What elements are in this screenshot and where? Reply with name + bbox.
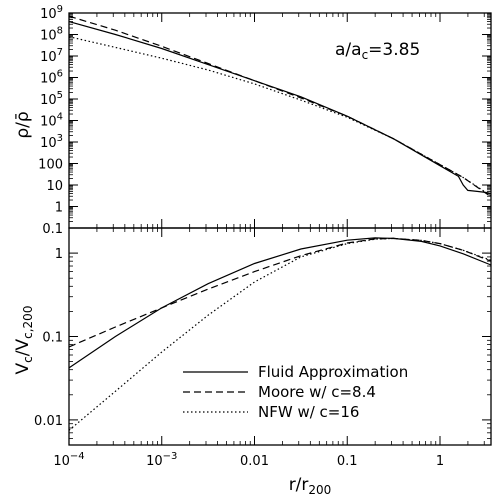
velocity-series bbox=[68, 237, 492, 431]
density-series-line bbox=[68, 36, 492, 197]
x-tick-label: 0.01 bbox=[240, 454, 269, 469]
velocity-y-tick-label: 0.1 bbox=[42, 331, 63, 346]
x-tick-label: 1 bbox=[436, 454, 444, 469]
legend-entry-label: NFW w/ c=16 bbox=[258, 403, 359, 421]
velocity-y-tick-label: 0.01 bbox=[34, 414, 63, 429]
velocity-ticks: 1 0.1 0.01 10−4 10−3 0.01 0.1 1 bbox=[34, 227, 491, 469]
legend: Fluid Approximation Moore w/ c=8.4 NFW w/ … bbox=[183, 363, 408, 421]
density-y-tick-label: 103 bbox=[40, 133, 63, 151]
density-y-tick-label: 104 bbox=[40, 112, 63, 130]
legend-entry-label: Moore w/ c=8.4 bbox=[258, 383, 376, 401]
density-y-tick-label: 105 bbox=[40, 90, 63, 108]
density-y-tick-label: 100 bbox=[38, 158, 63, 173]
velocity-y-axis-label: Vc/Vc,200 bbox=[13, 306, 35, 375]
density-y-tick-label: 0.1 bbox=[42, 222, 63, 237]
x-tick-label: 0.1 bbox=[337, 454, 358, 469]
density-y-ticks: 109 108 107 106 105 104 103 100 10 1 0.1 bbox=[38, 4, 491, 237]
density-y-axis-label: ρ/ρ̄ bbox=[13, 111, 33, 138]
density-y-tick-label: 109 bbox=[40, 4, 63, 22]
density-y-tick-label: 1 bbox=[55, 201, 63, 216]
density-series-line bbox=[68, 15, 492, 198]
expansion-factor-annotation: a/ac=3.85 bbox=[335, 40, 420, 62]
density-y-tick-label: 108 bbox=[40, 26, 63, 44]
x-axis-label: r/r200 bbox=[289, 475, 332, 497]
velocity-panel: 1 0.1 0.01 10−4 10−3 0.01 0.1 1 Fluid Approxima… bbox=[13, 227, 492, 497]
legend-entry-label: Fluid Approximation bbox=[258, 363, 408, 381]
density-series bbox=[68, 15, 492, 198]
density-y-tick-label: 10 bbox=[46, 179, 63, 194]
velocity-series-line bbox=[68, 237, 492, 431]
density-panel: 109 108 107 106 105 104 103 100 10 1 0.1 a/ac=3.85… bbox=[13, 4, 492, 237]
velocity-y-tick-label: 1 bbox=[55, 247, 63, 262]
x-tick-label: 10−4 bbox=[53, 451, 84, 469]
density-y-tick-label: 106 bbox=[40, 69, 63, 87]
density-y-tick-label: 107 bbox=[40, 47, 63, 65]
x-tick-label: 10−3 bbox=[146, 451, 177, 469]
